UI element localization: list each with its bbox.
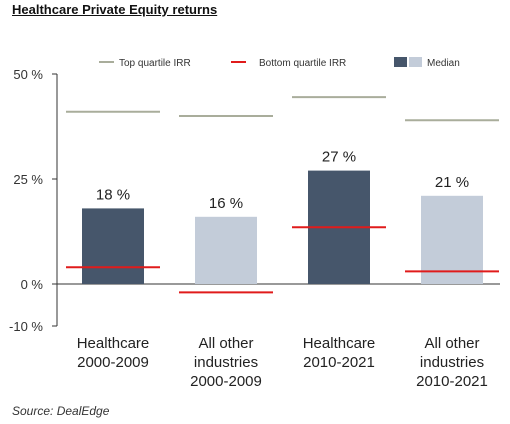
y-tick-label: 25 % [13,172,43,187]
category-label-line: industries [420,354,484,371]
category-label: All other industries 2000-2009 [190,335,262,390]
category-label-line: 2010-2021 [303,354,375,371]
category-label-line: 2010-2021 [416,373,488,390]
category-label: Healthcare 2000-2009 [77,335,150,371]
category-label-line: 2000-2009 [77,354,149,371]
source-note: Source: DealEdge [12,404,110,418]
y-tick-label: -10 % [9,319,43,334]
median-data-label: 18 % [96,186,130,203]
median-data-label: 27 % [322,149,356,166]
chart-title: Healthcare Private Equity returns [12,2,218,17]
median-data-label: 16 % [209,195,243,212]
y-tick-label: 0 % [21,277,44,292]
legend-top-quartile-label: Top quartile IRR [119,58,191,69]
legend-bottom-quartile-label: Bottom quartile IRR [259,58,346,69]
median-bar [195,216,257,284]
legend-median-light-swatch [409,57,422,67]
category-label-line: Healthcare [77,335,150,352]
y-tick-label: 50 % [13,67,43,82]
category-label: All other industries 2010-2021 [416,335,488,390]
category-label-line: All other [424,335,479,352]
legend-median-label: Median [427,58,460,69]
category-label-line: 2000-2009 [190,373,262,390]
legend-median-dark-swatch [394,57,407,67]
category-label: Healthcare 2010-2021 [303,335,376,371]
median-bar [82,208,144,284]
category-label-line: Healthcare [303,335,376,352]
category-label-line: industries [194,354,258,371]
median-bar [421,195,483,284]
median-data-label: 21 % [435,174,469,191]
category-label-line: All other [198,335,253,352]
